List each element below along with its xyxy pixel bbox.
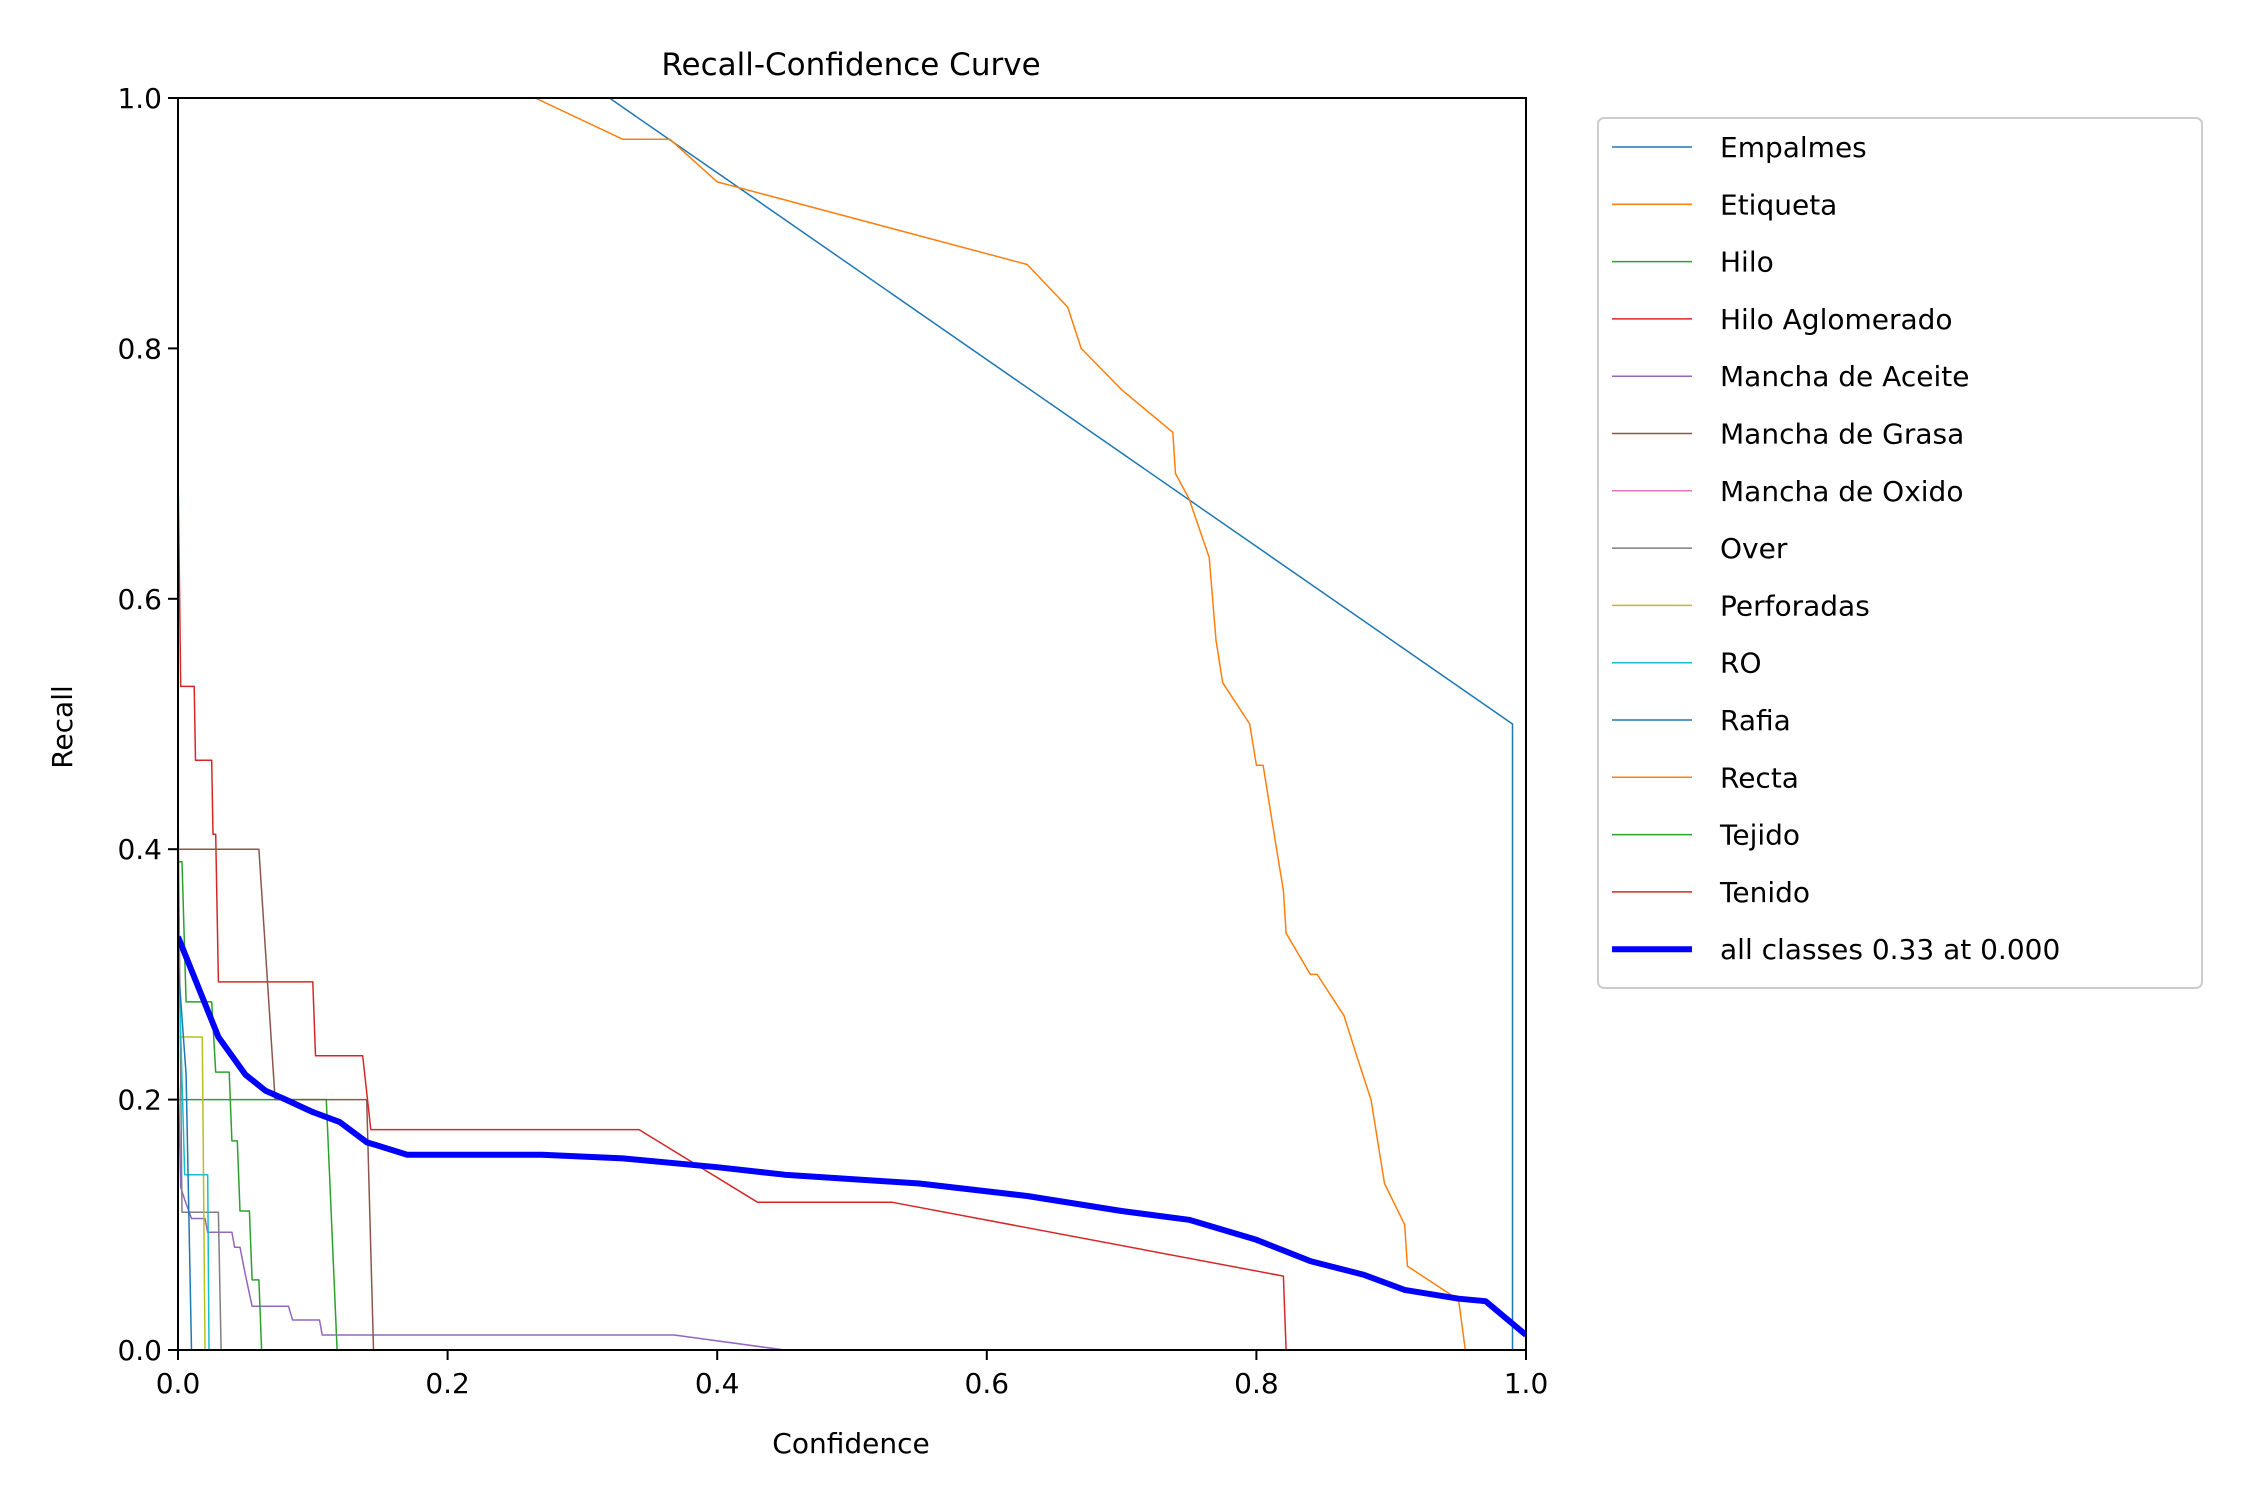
legend-frame — [1597, 117, 2203, 989]
legend-label: Etiqueta — [1720, 188, 1837, 221]
legend-label: Tejido — [1719, 819, 1800, 852]
legend-label: Mancha de Aceite — [1720, 360, 1969, 393]
legend-label: Over — [1720, 532, 1788, 565]
y-tick-label: 0.6 — [117, 583, 162, 616]
legend: Empalmes Etiqueta Hilo Hilo Aglomerado Manch… — [1597, 117, 2203, 989]
series-line-1 — [534, 98, 1526, 1350]
series-line-12 — [178, 860, 1526, 1350]
series-line-5 — [178, 848, 1526, 1350]
legend-label: all classes 0.33 at 0.000 — [1720, 933, 2060, 966]
legend-label: Perforadas — [1720, 589, 1870, 622]
legend-label: Rafia — [1720, 704, 1791, 737]
legend-label: Empalmes — [1720, 131, 1867, 164]
legend-label: Hilo — [1720, 246, 1774, 279]
series-line-9 — [178, 936, 1526, 1350]
x-tick-label: 0.6 — [965, 1367, 1010, 1400]
legend-label: Recta — [1720, 761, 1799, 794]
series-line-14 — [178, 935, 1526, 1338]
x-axis-ticks: 0.0 0.2 0.4 0.6 0.8 1.0 — [156, 1350, 1549, 1400]
x-tick-label: 0.8 — [1234, 1367, 1279, 1400]
y-axis-label: Recall — [46, 685, 79, 769]
chart-title: Recall-Confidence Curve — [661, 47, 1040, 83]
series-line-4 — [178, 1068, 1526, 1350]
x-tick-label: 0.2 — [425, 1367, 470, 1400]
series-line-10 — [178, 961, 1526, 1350]
y-tick-label: 1.0 — [117, 82, 162, 115]
x-axis-label: Confidence — [772, 1427, 929, 1460]
legend-label: Tenido — [1719, 876, 1810, 909]
legend-label: Hilo Aglomerado — [1720, 303, 1953, 336]
legend-label: Mancha de Oxido — [1720, 475, 1963, 508]
series-line-7 — [178, 799, 1526, 1350]
x-tick-label: 0.0 — [156, 1367, 201, 1400]
series-line-0 — [608, 98, 1526, 1350]
x-tick-label: 0.4 — [695, 1367, 740, 1400]
legend-entries: Empalmes Etiqueta Hilo Hilo Aglomerado Manch… — [1612, 131, 2060, 966]
y-tick-label: 0.8 — [117, 332, 162, 365]
plot-area-frame — [177, 97, 1527, 1351]
series-line-8 — [178, 1036, 1526, 1350]
series-line-3 — [178, 466, 1526, 1350]
y-tick-label: 0.4 — [117, 833, 162, 866]
y-tick-label: 0.2 — [117, 1084, 162, 1117]
series-layer — [178, 98, 1526, 1350]
y-tick-label: 0.0 — [117, 1334, 162, 1367]
y-axis-ticks: 0.0 0.2 0.4 0.6 0.8 1.0 — [117, 82, 178, 1367]
series-line-2 — [178, 1098, 1526, 1350]
legend-label: Mancha de Grasa — [1720, 418, 1964, 451]
legend-label: RO — [1720, 647, 1762, 680]
x-tick-label: 1.0 — [1504, 1367, 1549, 1400]
